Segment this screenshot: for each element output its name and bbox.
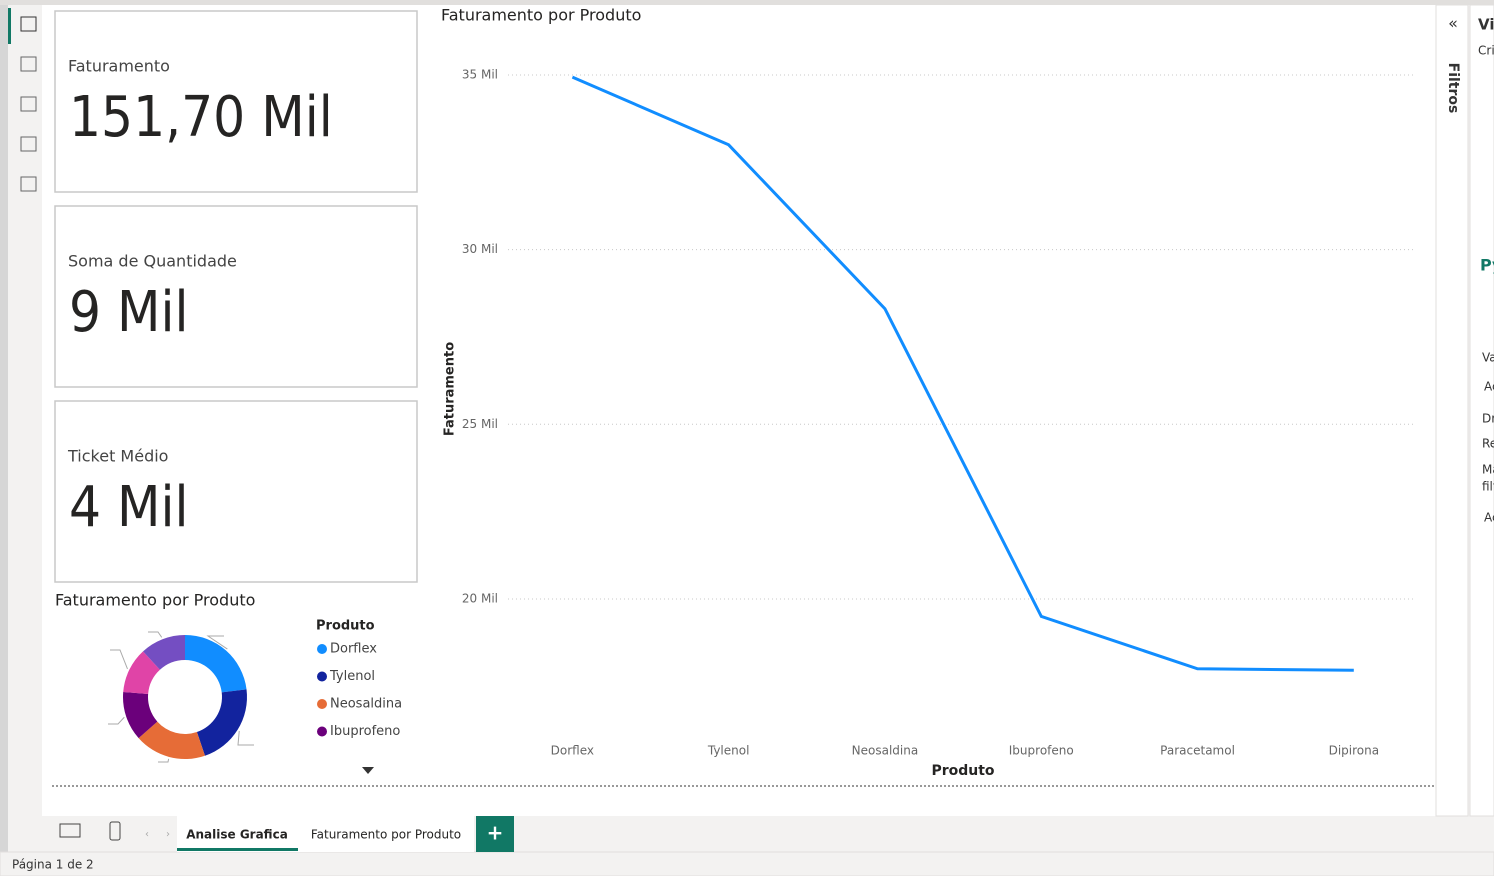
donut-slice: [138, 721, 205, 759]
tab-underline: [177, 848, 298, 851]
add-page-button[interactable]: [476, 816, 514, 852]
desktop-layout-icon[interactable]: [59, 823, 81, 838]
x-tick-label: Tylenol: [707, 744, 750, 758]
nav-active-indicator: [8, 8, 11, 44]
viz-pane-text: Ma: [1482, 463, 1494, 477]
line-series: [571, 75, 1354, 672]
viz-pane-text: Ac: [1484, 380, 1494, 394]
donut-slice: [143, 635, 185, 670]
legend-label: Neosaldina: [330, 697, 402, 712]
leader-line: [110, 649, 128, 670]
card-label: Faturamento: [68, 57, 170, 76]
leader-line: [148, 631, 163, 638]
page-status: Página 1 de 2: [12, 858, 94, 872]
viz-pane-text: Cri: [1478, 44, 1494, 58]
viz-pane-text: Vi: [1478, 16, 1494, 34]
legend-label: Ibuprofeno: [330, 724, 400, 739]
tab[interactable]: [298, 816, 474, 852]
page-tab[interactable]: Analise Grafica: [186, 828, 288, 842]
card: [54, 205, 418, 388]
card: [54, 10, 418, 193]
tab-active[interactable]: [177, 816, 298, 852]
mobile-layout-icon[interactable]: [109, 821, 121, 841]
filters-label[interactable]: Filtros: [1445, 63, 1461, 114]
y-tick-label: 35 Mil: [462, 67, 498, 81]
card-value: 4 Mil: [69, 475, 189, 540]
card-value: 9 Mil: [69, 280, 189, 345]
viz-pane-text: Va: [1482, 351, 1494, 365]
viz-pane-text: Ac: [1484, 511, 1494, 525]
viz-pane: [1469, 4, 1494, 817]
y-tick-label: 25 Mil: [462, 417, 498, 431]
ribbon-edge: [0, 0, 1494, 5]
legend-swatch: [317, 671, 327, 682]
donut-slice: [196, 689, 248, 756]
card-value: 151,70 Mil: [69, 85, 333, 150]
tmdl-view-icon[interactable]: [20, 176, 37, 192]
page-tab[interactable]: Faturamento por Produto: [311, 828, 461, 842]
card-label: Soma de Quantidade: [68, 252, 237, 271]
legend-swatch: [317, 726, 327, 737]
table-view-icon[interactable]: [20, 56, 37, 72]
leader-line: [206, 635, 228, 650]
model-view-icon[interactable]: [20, 96, 37, 112]
filters-pane[interactable]: [1435, 4, 1469, 817]
y-tick-label: 30 Mil: [462, 242, 498, 256]
donut-slice: [123, 691, 158, 739]
viz-pane-text: Dr: [1482, 412, 1494, 426]
dax-view-icon[interactable]: [20, 136, 37, 152]
collapse-icon[interactable]: «: [1448, 14, 1458, 33]
viz-pane-text: Py: [1480, 256, 1494, 275]
report-view-icon[interactable]: [20, 16, 37, 32]
legend-title: Produto: [316, 619, 375, 634]
viz-pane-text: Re: [1482, 437, 1494, 451]
x-tick-label: Ibuprofeno: [1009, 744, 1074, 758]
viz-pane-text: filt: [1482, 480, 1494, 494]
y-tick-label: 20 Mil: [462, 591, 498, 605]
card-label: Ticket Médio: [67, 447, 168, 466]
chart-title: Faturamento por Produto: [441, 6, 641, 25]
window-edge: [0, 0, 8, 876]
legend-label: Tylenol: [329, 669, 375, 684]
prev-page[interactable]: ‹: [145, 829, 149, 840]
status-bar: [0, 851, 1494, 876]
leader-line: [158, 758, 170, 763]
x-tick-label: Dipirona: [1329, 744, 1380, 758]
donut-slice: [123, 651, 160, 694]
y-axis-title: Faturamento: [443, 342, 458, 436]
legend-swatch: [317, 644, 327, 654]
chart-title: Faturamento por Produto: [55, 591, 255, 610]
leader-line: [108, 716, 125, 725]
x-axis-title: Produto: [931, 763, 994, 779]
x-tick-label: Neosaldina: [852, 744, 919, 758]
add-icon[interactable]: +: [487, 821, 504, 845]
x-tick-label: Dorflex: [551, 744, 594, 758]
donut-slice: [185, 635, 247, 693]
card: [54, 400, 418, 583]
leader-line: [237, 730, 254, 746]
legend-swatch: [317, 699, 327, 709]
legend-scroll[interactable]: [362, 767, 374, 774]
left-nav: [8, 0, 42, 852]
next-page[interactable]: ›: [166, 829, 170, 840]
x-tick-label: Paracetamol: [1160, 744, 1235, 758]
legend-label: Dorflex: [330, 642, 377, 657]
